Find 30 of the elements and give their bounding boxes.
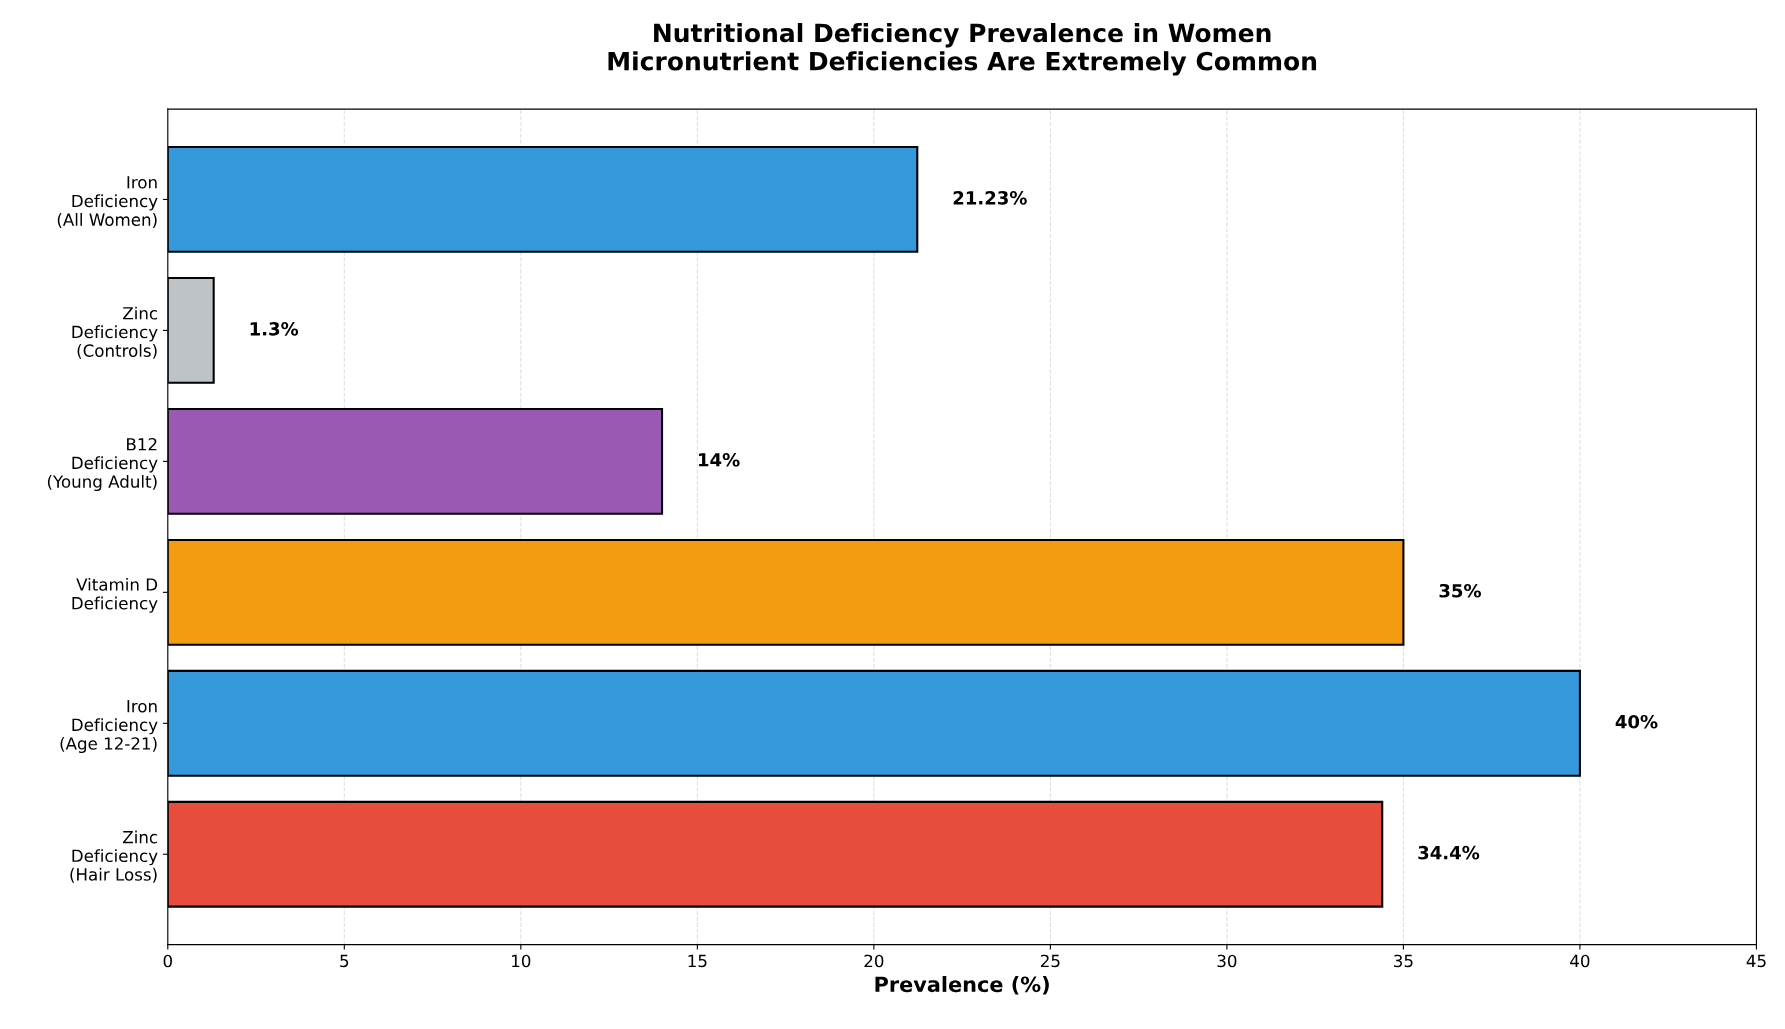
x-tick-label: 25 [1040, 954, 1060, 968]
bar [167, 669, 1581, 777]
y-tick-label: Iron Deficiency (Age 12-21) [60, 700, 158, 754]
y-tick-label: Iron Deficiency (All Women) [57, 176, 158, 228]
x-tick-label: 40 [1570, 954, 1590, 968]
y-tick-label: Vitamin D Deficiency [72, 577, 158, 613]
x-tick-label: 10 [512, 954, 531, 968]
y-tick-label: B12 Deficiency (Young Adult) [47, 437, 158, 492]
bar [167, 407, 664, 515]
y-tick-label: Zinc Deficiency (Controls) [72, 306, 158, 359]
data-label: 34.4% [1418, 845, 1480, 860]
x-tick-label: 20 [864, 954, 884, 968]
chart-title: Nutritional Deficiency Prevalence in Women Micronutrient Deficiencies Are Extremely Common [608, 23, 1317, 76]
bar [167, 538, 1405, 646]
bar [167, 800, 1384, 908]
data-label: 14% [699, 452, 740, 467]
x-axis-title: Prevalence (%) [875, 976, 1049, 995]
bar [167, 276, 215, 384]
x-tick-label: 15 [688, 954, 707, 968]
bar [167, 146, 919, 253]
x-tick-label: 0 [163, 954, 172, 968]
x-tick-label: 35 [1394, 954, 1413, 968]
data-label: 1.3% [250, 321, 299, 336]
y-tick-label: Zinc Deficiency (Hair Loss) [70, 830, 158, 883]
x-tick-label: 45 [1746, 954, 1766, 968]
data-label: 35% [1439, 583, 1481, 598]
x-tick-label: 30 [1217, 954, 1237, 968]
data-label: 21.23% [953, 191, 1027, 205]
x-tick-label: 5 [340, 954, 349, 968]
data-label: 40% [1615, 714, 1658, 729]
